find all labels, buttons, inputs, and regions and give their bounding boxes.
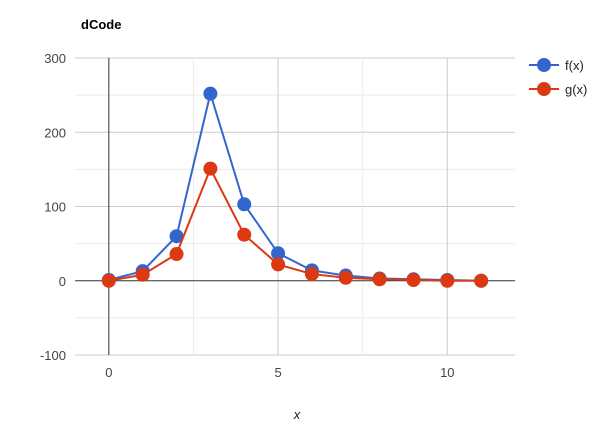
legend-label: f(x) [565,58,584,73]
legend-marker [537,58,551,72]
y-tick-label: 100 [44,200,66,215]
data-point [474,273,489,288]
data-point [304,267,319,282]
series-line [108,166,482,282]
grid [75,57,515,356]
data-point [169,247,184,262]
y-tick-label: 200 [44,125,66,140]
x-tick-label: 0 [105,365,112,380]
x-axis-label: x [293,407,301,422]
y-tick-label: 300 [44,51,66,66]
x-tick-label: 5 [274,365,281,380]
legend-item: g(x) [529,82,587,97]
series-line [108,89,482,282]
data-point [135,267,150,282]
legend: f(x) g(x) [529,58,587,97]
data-point [271,246,286,261]
y-tick-label: 0 [59,274,66,289]
data-point [271,257,286,272]
data-point [338,270,353,285]
x-tick-label: 10 [440,365,454,380]
legend-label: g(x) [565,82,587,97]
data-point [203,161,218,176]
data-point [169,229,184,244]
legend-marker [537,82,551,96]
data-point [440,273,455,288]
data-point [203,86,218,101]
data-point [406,273,421,288]
y-tick-label: -100 [40,348,66,363]
data-point [237,197,252,212]
chart-title: dCode [81,17,121,32]
legend-item: f(x) [529,58,584,73]
data-point [372,272,387,287]
data-point [237,227,252,242]
data-point [101,273,116,288]
series [101,86,489,288]
series-2 [101,161,489,288]
tick-labels: -100 0 100 200 300 0 5 10 [40,51,455,380]
series-1 [101,86,489,288]
